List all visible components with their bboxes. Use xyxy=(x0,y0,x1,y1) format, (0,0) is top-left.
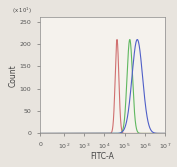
Y-axis label: Count: Count xyxy=(9,64,18,87)
X-axis label: FITC-A: FITC-A xyxy=(90,152,114,161)
Text: (x 10$^1$): (x 10$^1$) xyxy=(12,6,32,16)
